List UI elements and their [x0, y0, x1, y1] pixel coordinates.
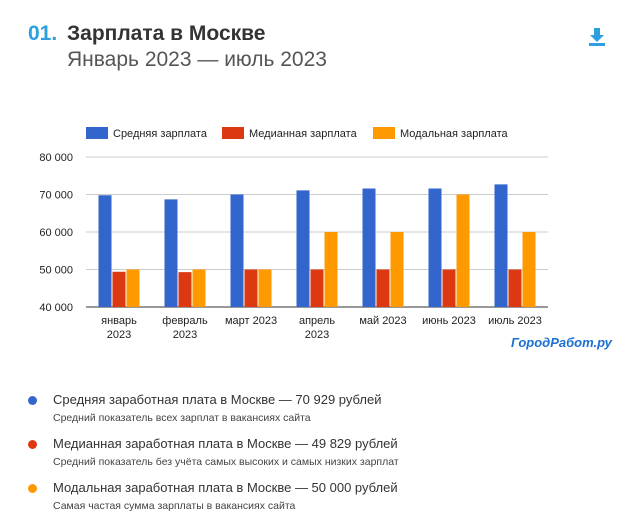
download-icon — [589, 28, 605, 46]
bar-mode — [192, 269, 206, 307]
bar-mean — [164, 199, 178, 307]
x-tick-label: март 2023 — [225, 315, 277, 327]
x-tick-label: май 2023 — [359, 315, 406, 327]
note-dot — [28, 396, 37, 405]
y-tick-label: 70 000 — [39, 190, 73, 202]
note-subtitle: Самая частая сумма зарплаты в вакансиях … — [53, 500, 296, 512]
bar-mode — [126, 269, 140, 307]
note-title: Медианная заработная плата в Москве — 49… — [53, 436, 398, 451]
legend-swatch — [222, 127, 244, 139]
y-tick-label: 50 000 — [39, 265, 73, 277]
note-title: Средняя заработная плата в Москве — 70 9… — [53, 392, 382, 407]
x-tick-label: февраль 2023 — [162, 315, 208, 341]
legend-swatch — [373, 127, 395, 139]
x-tick-label: июнь 2023 — [422, 315, 476, 327]
bar-median — [442, 269, 456, 307]
download-button[interactable] — [586, 26, 608, 48]
note-dot — [28, 484, 37, 493]
bar-mean — [230, 194, 244, 307]
y-tick-label: 80 000 — [39, 152, 73, 164]
page-title: Зарплата в Москве — [67, 22, 266, 45]
bar-mode — [324, 232, 338, 307]
bar-mean — [494, 184, 508, 307]
bar-median — [376, 269, 390, 307]
bar-mean — [428, 188, 442, 307]
bar-mode — [258, 269, 272, 307]
y-tick-label: 40 000 — [39, 302, 73, 314]
bar-mean — [362, 188, 376, 307]
bar-median — [178, 272, 192, 307]
bar-median — [244, 269, 258, 307]
legend-label: Медианная зарплата — [249, 128, 358, 140]
legend-label: Средняя зарплата — [113, 128, 208, 140]
x-tick-label: апрель 2023 — [299, 315, 335, 341]
legend-swatch — [86, 127, 108, 139]
x-tick-label: июль 2023 — [488, 315, 542, 327]
salary-chart: 40 000 50 000 60 000 70 000 80 000 январь 2023… — [39, 127, 548, 341]
bar-mode — [390, 232, 404, 307]
bar-median — [112, 271, 126, 307]
x-tick-label: январь 2023 — [101, 315, 137, 341]
note-dot — [28, 440, 37, 449]
page-subtitle: Январь 2023 — июль 2023 — [67, 48, 327, 71]
bar-mode — [522, 232, 536, 307]
y-tick-label: 60 000 — [39, 227, 73, 239]
bar-mode — [456, 194, 470, 307]
note-subtitle: Средний показатель всех зарплат в ваканс… — [53, 412, 311, 424]
bar-median — [508, 269, 522, 307]
note-subtitle: Средний показатель без учёта самых высок… — [53, 456, 399, 468]
section-number: 01. — [28, 22, 58, 45]
brand-logo[interactable]: ГородРабот.ру — [511, 335, 612, 350]
bar-median — [310, 269, 324, 307]
bar-mean — [98, 195, 112, 307]
legend-label: Модальная зарплата — [400, 128, 508, 140]
note-title: Модальная заработная плата в Москве — 50… — [53, 480, 398, 495]
bar-mean — [296, 190, 310, 307]
